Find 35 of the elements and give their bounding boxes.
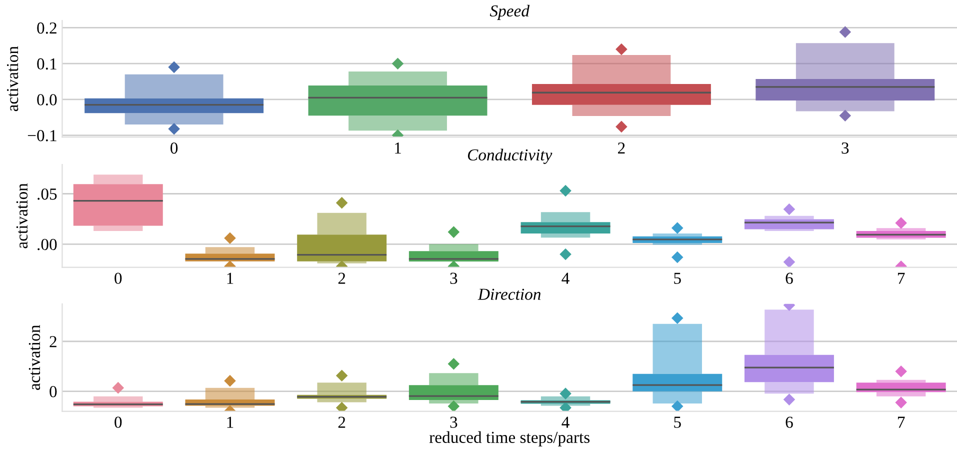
x-tick-label: 2 [338,272,346,284]
y-tick-label: .05 [38,188,57,200]
chart-title: Direction [478,288,541,300]
x-tick-label: 1 [227,416,234,428]
y-tick-label: 0.2 [37,22,56,34]
x-tick-label: 3 [842,142,849,154]
y-axis-title: activation [6,46,18,112]
x-tick-label: 7 [898,416,905,428]
x-tick-label: 1 [395,142,401,154]
y-tick-label: −0.1 [28,130,56,142]
x-tick-label: 0 [170,142,178,154]
x-tick-label: 2 [618,142,625,154]
x-tick-label: 7 [898,272,905,284]
y-tick-label: 0.1 [37,58,56,70]
x-tick-label: 6 [786,416,793,428]
x-tick-label: 5 [674,416,681,428]
x-tick-label: 4 [562,272,570,284]
x-tick-label: 2 [338,416,346,428]
y-axis-title: activation [28,325,40,390]
x-tick-label: 3 [450,416,458,428]
y-axis-title: activation [16,183,28,248]
x-axis-title: reduced time steps/parts [429,431,590,446]
y-tick-label: 2 [50,336,56,348]
chart-title: Conductivity [468,148,552,164]
x-tick-label: 4 [562,416,570,428]
chart-title: Speed [490,4,530,20]
x-tick-label: 3 [450,272,458,284]
x-tick-label: 0 [114,416,122,428]
x-tick-label: 5 [674,272,681,284]
y-tick-label: 0.0 [37,94,57,106]
x-tick-label: 1 [227,272,234,284]
x-tick-label: 6 [786,272,793,284]
y-tick-label: .00 [38,238,57,250]
y-tick-label: 0 [50,386,57,398]
x-tick-label: 0 [114,272,122,284]
